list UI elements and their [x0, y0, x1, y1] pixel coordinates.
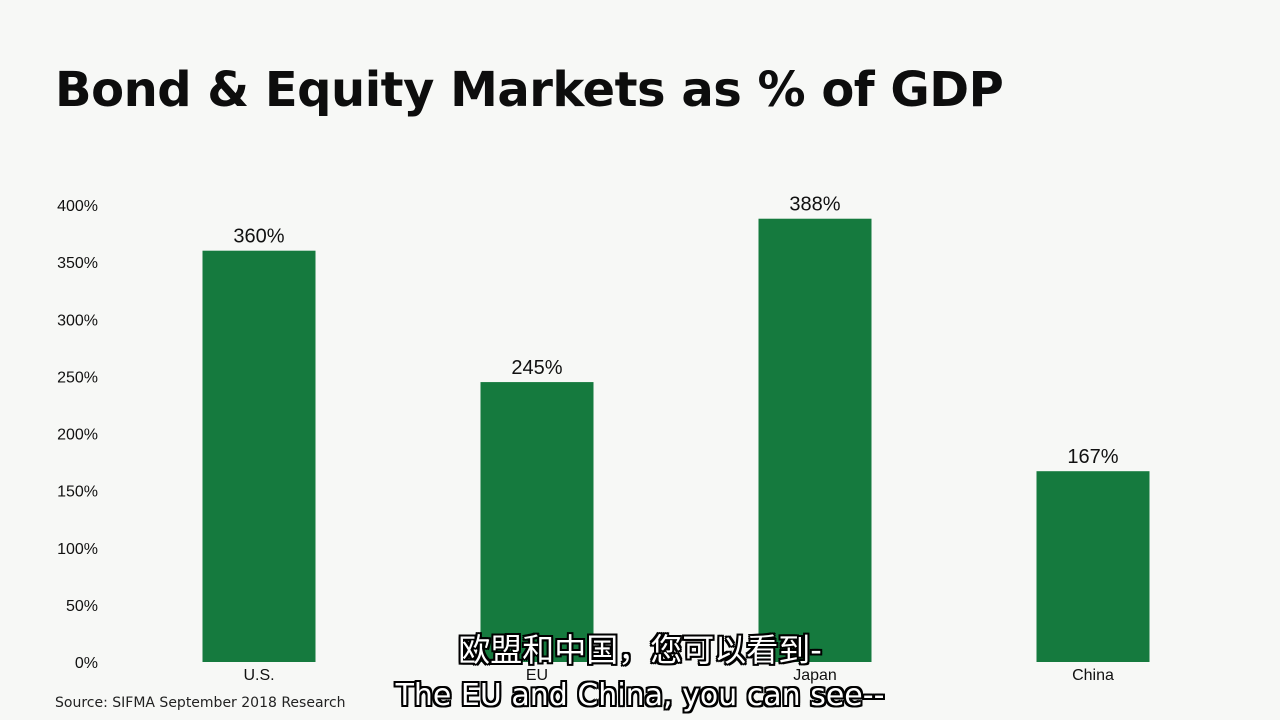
data-labels: 360% 245% 388% 167%	[233, 194, 1118, 468]
bar	[758, 218, 872, 662]
y-tick-label: 200%	[57, 427, 98, 444]
y-tick-label: 0%	[75, 655, 98, 672]
y-tick-label: 350%	[57, 255, 98, 272]
data-label: 360%	[233, 226, 284, 248]
y-tick-label: 50%	[66, 598, 98, 615]
data-label: 245%	[511, 357, 562, 379]
x-category-label: EU	[526, 667, 548, 684]
bar	[480, 382, 594, 662]
x-category-label: Japan	[793, 667, 837, 684]
y-tick-label: 300%	[57, 312, 98, 329]
bar	[202, 250, 316, 662]
page-title: Bond & Equity Markets as % of GDP	[55, 62, 1004, 118]
y-tick-label: 150%	[57, 484, 98, 501]
source-note: Source: SIFMA September 2018 Research	[55, 695, 346, 711]
x-axis: U.S. EU Japan China	[243, 667, 1114, 684]
bars	[202, 218, 1150, 662]
x-category-label: China	[1072, 667, 1114, 684]
x-category-label: U.S.	[243, 667, 274, 684]
y-tick-label: 100%	[57, 541, 98, 558]
y-axis: 0% 50% 100% 150% 200% 250% 300% 350% 400%	[57, 198, 98, 672]
bar	[1036, 471, 1150, 662]
y-tick-label: 250%	[57, 369, 98, 386]
data-label: 388%	[789, 194, 840, 216]
y-tick-label: 400%	[57, 198, 98, 215]
data-label: 167%	[1067, 446, 1118, 468]
